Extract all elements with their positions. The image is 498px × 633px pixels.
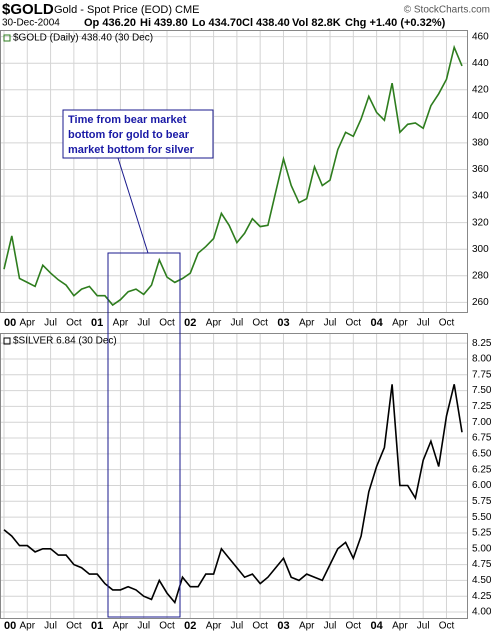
y-tick-label: 7.75 bbox=[472, 369, 492, 380]
x-tick-label: Oct bbox=[159, 318, 175, 329]
callout-box bbox=[62, 109, 214, 159]
quote-item: Chg +1.40 (+0.32%) bbox=[345, 17, 446, 29]
time-window bbox=[107, 252, 181, 618]
x-tick-label: Apr bbox=[392, 318, 408, 329]
x-tick-label: Jul bbox=[324, 621, 337, 632]
x-tick-label: Jul bbox=[44, 318, 57, 329]
y-tick-label: 5.75 bbox=[472, 496, 492, 507]
x-tick-label: Jul bbox=[137, 318, 150, 329]
quote-item: Hi 439.80 bbox=[140, 17, 188, 29]
quote-item: Cl 438.40 bbox=[242, 17, 290, 29]
x-tick-label: Oct bbox=[252, 621, 268, 632]
y-tick-label: 440 bbox=[472, 58, 489, 69]
annotation-text: market bottom for silver bbox=[68, 144, 195, 156]
legend-label: $SILVER 6.84 (30 Dec) bbox=[13, 336, 117, 347]
y-tick-label: 300 bbox=[472, 244, 489, 255]
y-tick-label: 340 bbox=[472, 191, 489, 202]
x-tick-label: Apr bbox=[113, 621, 129, 632]
x-tick-label: Apr bbox=[299, 621, 315, 632]
y-tick-label: 400 bbox=[472, 111, 489, 122]
chart-title: $GOLD bbox=[2, 1, 54, 18]
x-tick-label: Apr bbox=[206, 621, 222, 632]
x-tick-label: Jul bbox=[324, 318, 337, 329]
x-tick-label: 01 bbox=[91, 620, 103, 632]
y-tick-label: 6.50 bbox=[472, 448, 492, 459]
y-tick-label: 360 bbox=[472, 164, 489, 175]
legend-label: $GOLD (Daily) 438.40 (30 Dec) bbox=[13, 33, 153, 44]
quote-item: Op 436.20 bbox=[84, 17, 136, 29]
source: © StockCharts.com bbox=[404, 5, 490, 16]
y-tick-label: 7.50 bbox=[472, 385, 492, 396]
x-tick-label: 03 bbox=[277, 620, 289, 632]
x-tick-label: 01 bbox=[91, 317, 103, 329]
y-tick-label: 4.00 bbox=[472, 607, 492, 618]
plot-frame bbox=[0, 30, 468, 313]
y-tick-label: 4.75 bbox=[472, 559, 492, 570]
annotation-text: bottom for gold to bear bbox=[68, 129, 190, 141]
x-tick-label: Apr bbox=[20, 621, 36, 632]
date: 30-Dec-2004 bbox=[2, 18, 60, 29]
x-tick-label: Jul bbox=[417, 621, 430, 632]
x-tick-label: Oct bbox=[66, 621, 82, 632]
y-tick-label: 7.25 bbox=[472, 401, 492, 412]
plot-frame bbox=[0, 333, 468, 619]
x-tick-label: 03 bbox=[277, 317, 289, 329]
plot-area bbox=[0, 30, 468, 313]
x-tick-label: Jul bbox=[44, 621, 57, 632]
x-tick-label: 04 bbox=[370, 317, 383, 329]
y-tick-label: 8.00 bbox=[472, 354, 492, 365]
x-tick-label: 04 bbox=[370, 620, 383, 632]
y-tick-label: 6.75 bbox=[472, 433, 492, 444]
price-line bbox=[3, 384, 463, 605]
x-tick-label: Jul bbox=[230, 621, 243, 632]
x-tick-label: Apr bbox=[113, 318, 129, 329]
x-tick-label: Apr bbox=[20, 318, 36, 329]
y-tick-label: 4.25 bbox=[472, 591, 492, 602]
price-line bbox=[3, 44, 463, 307]
y-tick-label: 460 bbox=[472, 31, 489, 42]
x-tick-label: Jul bbox=[417, 318, 430, 329]
y-tick-label: 320 bbox=[472, 217, 489, 228]
y-tick-label: 5.00 bbox=[472, 543, 492, 554]
y-tick-label: 420 bbox=[472, 84, 489, 95]
y-tick-label: 5.50 bbox=[472, 512, 492, 523]
x-tick-label: Apr bbox=[206, 318, 222, 329]
y-tick-label: 6.25 bbox=[472, 464, 492, 475]
x-tick-label: Oct bbox=[346, 318, 362, 329]
quote-item: Vol 82.8K bbox=[292, 17, 341, 29]
x-tick-label: Oct bbox=[66, 318, 82, 329]
x-tick-label: Apr bbox=[299, 318, 315, 329]
chart-subtitle: Gold - Spot Price (EOD) CME bbox=[54, 4, 199, 16]
annotation-text: Time from bear market bbox=[68, 114, 187, 126]
legend-swatch bbox=[3, 337, 11, 345]
x-tick-label: Jul bbox=[137, 621, 150, 632]
quote-item: Lo 434.70 bbox=[192, 17, 242, 29]
x-tick-label: 00 bbox=[4, 620, 16, 632]
y-tick-label: 4.50 bbox=[472, 575, 492, 586]
x-tick-label: 02 bbox=[184, 620, 196, 632]
x-tick-label: Apr bbox=[392, 621, 408, 632]
x-tick-label: 00 bbox=[4, 317, 16, 329]
callout-line bbox=[117, 157, 149, 254]
y-tick-label: 260 bbox=[472, 297, 489, 308]
y-tick-label: 6.00 bbox=[472, 480, 492, 491]
y-tick-label: 280 bbox=[472, 270, 489, 281]
x-tick-label: Oct bbox=[346, 621, 362, 632]
x-tick-label: Oct bbox=[252, 318, 268, 329]
plot-area bbox=[0, 333, 468, 619]
y-tick-label: 7.00 bbox=[472, 417, 492, 428]
y-tick-label: 8.25 bbox=[472, 338, 492, 349]
y-tick-label: 380 bbox=[472, 138, 489, 149]
x-tick-label: Jul bbox=[230, 318, 243, 329]
x-tick-label: Oct bbox=[439, 621, 455, 632]
x-tick-label: Oct bbox=[159, 621, 175, 632]
legend-swatch bbox=[3, 34, 11, 42]
y-tick-label: 5.25 bbox=[472, 528, 492, 539]
x-tick-label: Oct bbox=[439, 318, 455, 329]
x-tick-label: 02 bbox=[184, 317, 196, 329]
